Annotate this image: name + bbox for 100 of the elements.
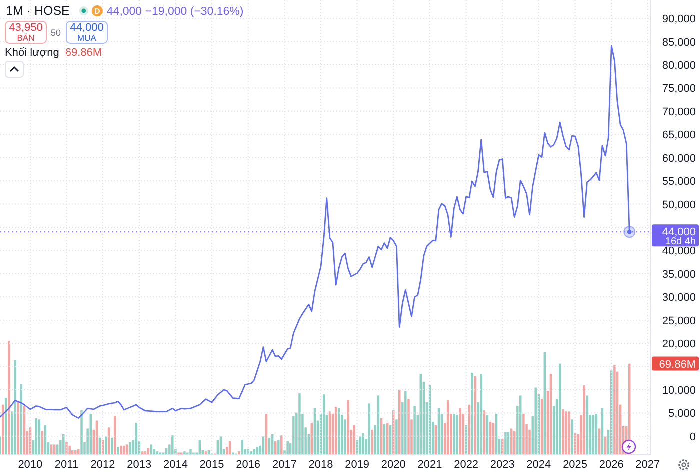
- annotation: MUA: [78, 33, 97, 43]
- bar: [459, 408, 462, 455]
- bar: [550, 374, 552, 455]
- x-tick-label: 2017: [272, 459, 297, 471]
- bar: [298, 393, 301, 455]
- bar: [66, 442, 68, 455]
- bar: [68, 446, 71, 455]
- x-tick-label: 2018: [308, 459, 334, 471]
- text: 69.86M: [659, 358, 696, 371]
- bar: [562, 409, 564, 455]
- bar: [483, 410, 486, 455]
- bar: [144, 452, 146, 455]
- bar: [8, 341, 10, 455]
- bar: [62, 434, 65, 455]
- bar: [465, 425, 468, 455]
- x-tick-label: 2024: [526, 459, 552, 471]
- y-tick-label: 0: [690, 431, 696, 444]
- y-tick-label: 40,000: [662, 246, 696, 258]
- annotation: 44,000: [70, 22, 104, 34]
- chart-title: 1M · HOSE: [6, 4, 70, 18]
- bar: [190, 449, 192, 455]
- x-tick-label: 2012: [90, 459, 116, 471]
- x-tick-label: 2025: [563, 459, 588, 471]
- bar: [583, 385, 586, 455]
- bar: [14, 360, 16, 455]
- bar: [614, 364, 616, 455]
- bar: [241, 440, 244, 455]
- bar: [74, 450, 77, 455]
- x-tick-label: 2010: [18, 459, 43, 471]
- bar: [480, 374, 482, 455]
- bar: [471, 372, 474, 455]
- bar: [356, 440, 358, 455]
- bar: [571, 420, 574, 455]
- bar: [123, 446, 126, 455]
- bar: [135, 423, 138, 455]
- x-tick-label: 2022: [454, 459, 479, 471]
- y-tick-label: 25,000: [662, 315, 696, 328]
- y-tick-label: 80,000: [662, 60, 696, 72]
- text: 16d 4h: [665, 236, 696, 248]
- bar: [172, 436, 174, 455]
- x-tick-label: 2027: [636, 459, 660, 471]
- annotation: 43,950: [9, 22, 43, 34]
- x-tick-label: 2026: [599, 459, 624, 471]
- bar: [35, 418, 38, 455]
- bar: [126, 444, 128, 455]
- bar: [453, 414, 456, 455]
- annotation: D: [94, 7, 101, 16]
- x-tick-label: 2016: [236, 459, 261, 471]
- bar: [534, 388, 537, 455]
- bar: [286, 441, 289, 455]
- bar: [414, 406, 416, 455]
- bar: [456, 415, 458, 455]
- y-tick-label: 10,000: [662, 385, 696, 397]
- bar: [586, 396, 588, 455]
- bar: [184, 452, 186, 455]
- y-tick-label: 70,000: [662, 106, 696, 118]
- x-tick-label: 2015: [200, 459, 224, 471]
- y-tick-label: 50,000: [662, 199, 696, 212]
- annotation: 44,000 −19,000 (−30.16%): [106, 6, 244, 18]
- x-tick-label: 2014: [163, 459, 188, 471]
- bar: [353, 425, 356, 455]
- x-tick-label: 2023: [490, 459, 515, 471]
- bar: [347, 400, 350, 455]
- bar: [565, 412, 568, 455]
- bar: [368, 404, 370, 455]
- y-tick-label: 20,000: [662, 338, 696, 351]
- y-tick-label: 35,000: [662, 268, 696, 281]
- y-tick-label: 75,000: [662, 83, 696, 96]
- bar: [474, 376, 476, 455]
- bar: [522, 414, 525, 455]
- bar: [117, 447, 120, 455]
- bar: [408, 399, 410, 455]
- bar: [129, 442, 132, 455]
- y-tick-label: 65,000: [662, 130, 696, 142]
- bar: [540, 399, 544, 455]
- bar: [592, 415, 594, 455]
- bar: [544, 352, 546, 455]
- bar: [404, 391, 407, 455]
- y-tick-label: 5,000: [668, 408, 696, 420]
- annotation: 69.86M: [65, 47, 102, 59]
- bar: [278, 440, 280, 455]
- bar: [253, 449, 256, 455]
- annotation: BÁN: [17, 33, 35, 43]
- x-tick-label: 2019: [345, 459, 370, 471]
- y-tick-label: 55,000: [662, 176, 696, 188]
- bar: [78, 449, 80, 455]
- bar: [17, 401, 20, 455]
- bar: [238, 452, 240, 455]
- y-tick-label: 90,000: [662, 14, 696, 26]
- y-tick-label: 30,000: [662, 292, 696, 304]
- bar: [20, 384, 22, 455]
- annotation: 50: [50, 28, 62, 38]
- bar: [568, 412, 570, 455]
- bar: [362, 433, 364, 455]
- x-tick-label: 2011: [54, 459, 79, 471]
- bar: [292, 416, 295, 455]
- bar: [396, 420, 398, 455]
- x-tick-label: 2013: [127, 459, 152, 471]
- bar: [574, 433, 576, 455]
- bar: [371, 430, 374, 455]
